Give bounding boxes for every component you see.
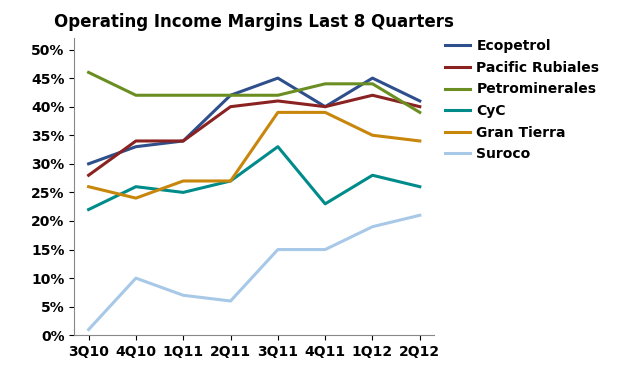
Gran Tierra <box>227 179 234 183</box>
Ecopetrol <box>227 93 234 98</box>
CyC <box>132 184 140 189</box>
Ecopetrol <box>274 76 281 80</box>
Line: Petrominerales: Petrominerales <box>89 72 420 112</box>
Petrominerales <box>274 93 281 98</box>
CyC <box>369 173 376 178</box>
Suroco <box>369 224 376 229</box>
CyC <box>274 144 281 149</box>
Legend: Ecopetrol, Pacific Rubiales, Petrominerales, CyC, Gran Tierra, Suroco: Ecopetrol, Pacific Rubiales, Petrominera… <box>445 39 600 161</box>
Petrominerales <box>227 93 234 98</box>
Pacific Rubiales <box>227 104 234 109</box>
Suroco <box>180 293 187 298</box>
Ecopetrol <box>180 139 187 143</box>
Gran Tierra <box>180 179 187 183</box>
Suroco <box>227 299 234 303</box>
Petrominerales <box>369 82 376 86</box>
CyC <box>180 190 187 195</box>
Line: Pacific Rubiales: Pacific Rubiales <box>89 95 420 175</box>
Pacific Rubiales <box>369 93 376 98</box>
Gran Tierra <box>416 139 423 143</box>
Pacific Rubiales <box>132 139 140 143</box>
Gran Tierra <box>132 196 140 200</box>
CyC <box>321 202 329 206</box>
CyC <box>416 184 423 189</box>
Pacific Rubiales <box>85 173 92 178</box>
Gran Tierra <box>321 110 329 115</box>
Ecopetrol <box>85 162 92 166</box>
Suroco <box>321 247 329 252</box>
Line: Suroco: Suroco <box>89 215 420 330</box>
Ecopetrol <box>132 144 140 149</box>
Ecopetrol <box>321 104 329 109</box>
Petrominerales <box>132 93 140 98</box>
Gran Tierra <box>85 184 92 189</box>
Title: Operating Income Margins Last 8 Quarters: Operating Income Margins Last 8 Quarters <box>55 13 454 31</box>
Line: Ecopetrol: Ecopetrol <box>89 78 420 164</box>
Petrominerales <box>321 82 329 86</box>
Pacific Rubiales <box>416 104 423 109</box>
Gran Tierra <box>369 133 376 138</box>
CyC <box>85 207 92 212</box>
Pacific Rubiales <box>321 104 329 109</box>
Suroco <box>274 247 281 252</box>
Pacific Rubiales <box>180 139 187 143</box>
Suroco <box>132 276 140 280</box>
Suroco <box>416 213 423 218</box>
Gran Tierra <box>274 110 281 115</box>
Petrominerales <box>180 93 187 98</box>
CyC <box>227 179 234 183</box>
Line: CyC: CyC <box>89 147 420 210</box>
Line: Gran Tierra: Gran Tierra <box>89 112 420 198</box>
Petrominerales <box>416 110 423 115</box>
Suroco <box>85 327 92 332</box>
Petrominerales <box>85 70 92 75</box>
Ecopetrol <box>369 76 376 80</box>
Ecopetrol <box>416 99 423 103</box>
Pacific Rubiales <box>274 99 281 103</box>
